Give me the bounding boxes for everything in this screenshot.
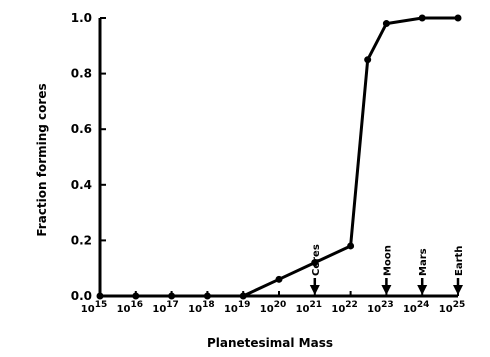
- x-tick-label: 1021: [296, 300, 322, 315]
- data-point: [203, 292, 211, 300]
- marker-earth: Earth: [453, 246, 465, 295]
- axes: 0.0 0.2 0.4 0.6 0.8 1.0 1015 1016 1017 1018 1019 10…: [71, 11, 465, 315]
- marker-mars: Mars: [417, 248, 429, 295]
- data-series: [96, 14, 462, 300]
- data-point: [364, 56, 372, 64]
- marker-arrow-head: [381, 285, 392, 295]
- data-point: [239, 292, 247, 300]
- y-tick-label: 1.0: [71, 11, 92, 25]
- y-axis-title: Fraction forming cores: [35, 83, 49, 236]
- marker-moon: Moon: [381, 245, 393, 295]
- marker-arrow-head: [309, 285, 320, 295]
- body-markers: Ceres Moon Mars Earth: [309, 244, 465, 295]
- marker-arrow-head: [453, 285, 463, 295]
- x-tick-label: 1015: [81, 300, 107, 315]
- y-tick-label: 0.8: [71, 67, 92, 81]
- data-point: [275, 275, 283, 283]
- x-tick-label: 1023: [367, 300, 393, 315]
- x-axis-title: Planetesimal Mass: [207, 336, 333, 350]
- x-tick-label: 1017: [152, 300, 178, 315]
- marker-label: Ceres: [311, 244, 322, 276]
- marker-arrow-head: [417, 285, 428, 295]
- y-tick-label: 0.0: [71, 289, 92, 303]
- marker-label: Moon: [382, 245, 393, 276]
- x-tick-label: 1020: [260, 300, 286, 315]
- data-point: [418, 14, 426, 22]
- x-tick-label: 1024: [403, 300, 429, 315]
- x-tick-label: 1019: [224, 300, 250, 315]
- series-line: [100, 16, 458, 298]
- x-tick-label: 1016: [117, 300, 143, 315]
- marker-label: Earth: [454, 246, 465, 276]
- data-point: [168, 292, 176, 300]
- y-tick-label: 0.4: [71, 178, 92, 192]
- marker-label: Mars: [418, 248, 429, 276]
- data-point: [132, 292, 140, 300]
- marker-ceres: Ceres: [309, 244, 322, 295]
- data-point: [454, 14, 462, 22]
- x-tick-label: 1018: [188, 300, 214, 315]
- data-point: [382, 20, 390, 28]
- y-tick-label: 0.6: [71, 122, 92, 136]
- data-point: [311, 259, 319, 267]
- x-tick-label: 1025: [439, 300, 465, 315]
- x-tick-label: 1022: [331, 300, 357, 315]
- data-point: [96, 292, 104, 300]
- y-tick-label: 0.2: [71, 233, 92, 247]
- data-point: [347, 242, 355, 250]
